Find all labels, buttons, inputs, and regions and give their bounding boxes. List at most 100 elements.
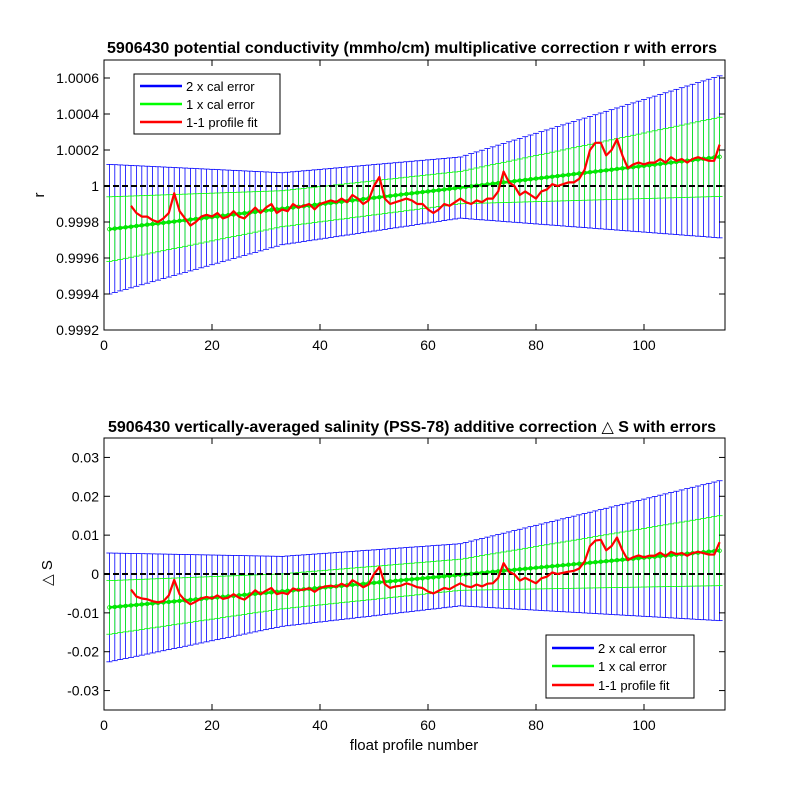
series-line-profile-fit (130, 536, 721, 606)
legend-label-2x-cal-error: 2 x cal error (598, 641, 667, 656)
fit-point (658, 554, 663, 559)
legend-label-profile-fit: 1-1 profile fit (186, 115, 258, 130)
y-tick-label: 1.0004 (56, 106, 99, 122)
fit-point (566, 172, 571, 177)
fit-point (598, 168, 603, 174)
legend: 2 x cal error 1 x cal error 1-1 profile … (545, 634, 695, 699)
fit-point (598, 559, 603, 564)
fit-point (609, 558, 614, 563)
chart-title: 5906430 potential conductivity (mmho/cm)… (107, 40, 717, 57)
fit-point (577, 171, 582, 176)
fit-point (242, 592, 247, 598)
fit-point (614, 558, 620, 563)
fit-point (107, 605, 112, 610)
fit-point (512, 178, 517, 184)
fit-point (571, 562, 576, 567)
y-tick-label: 0.9994 (56, 286, 99, 302)
fit-point (388, 193, 393, 199)
fit-point (593, 560, 598, 565)
fit-point (431, 188, 436, 193)
fit-point (252, 209, 258, 215)
fit-point (269, 207, 274, 213)
fit-point (393, 578, 398, 584)
fit-point (123, 603, 128, 609)
fit-point (161, 220, 166, 225)
fit-point (566, 562, 571, 567)
salinity-correction-panel: 5906430 vertically-averaged salinity (PS… (39, 419, 726, 754)
fit-point (517, 178, 522, 183)
fit-point (550, 564, 555, 569)
fit-point (252, 591, 258, 597)
fit-point (139, 223, 144, 228)
fit-point (717, 548, 722, 553)
y-tick-label: -0.03 (67, 683, 99, 699)
fit-point (134, 602, 139, 608)
y-axis-label: r (31, 193, 48, 198)
fit-point (539, 565, 544, 570)
fit-point (636, 164, 641, 169)
legend-label-1x-cal-error: 1 x cal error (598, 659, 667, 674)
fit-point (436, 187, 441, 193)
fit-point (398, 578, 404, 583)
fit-point (593, 169, 598, 174)
chart-title: 5906430 vertically-averaged salinity (PS… (108, 419, 716, 436)
fit-point (177, 598, 182, 604)
fit-point (112, 226, 117, 231)
fit-point (604, 559, 609, 564)
fit-point (177, 218, 182, 224)
fit-point (123, 225, 128, 230)
fit-point (188, 597, 193, 603)
fit-point (577, 561, 582, 566)
fit-point (404, 191, 409, 197)
fit-point (533, 176, 539, 181)
fit-point (544, 564, 549, 569)
fit-point (377, 580, 382, 585)
fit-point (539, 175, 544, 181)
fit-point (523, 177, 528, 183)
fit-point (388, 579, 393, 584)
x-tick-label: 80 (528, 717, 544, 733)
y-tick-label: -0.01 (67, 605, 99, 621)
x-tick-label: 20 (204, 717, 220, 733)
legend: 2 x cal error 1 x cal error 1-1 profile … (133, 73, 281, 135)
fit-point (117, 604, 123, 609)
fit-point (371, 195, 377, 201)
fit-point (533, 565, 539, 570)
fit-point (555, 563, 560, 568)
fit-point (668, 160, 674, 165)
fit-point (312, 586, 317, 591)
y-tick-label: 1 (91, 178, 99, 194)
fit-point (350, 198, 355, 203)
fit-point (717, 154, 722, 160)
x-tick-label: 40 (312, 717, 328, 733)
legend-label-1x-cal-error: 1 x cal error (186, 97, 255, 112)
axes-box (103, 59, 726, 331)
fit-point (560, 563, 566, 568)
conductivity-correction-panel: 5906430 potential conductivity (mmho/cm)… (31, 40, 726, 353)
fit-point (188, 217, 193, 222)
fit-point (431, 575, 436, 580)
x-tick-label: 100 (632, 337, 656, 353)
fit-point (166, 219, 171, 225)
x-tick-label: 20 (204, 337, 220, 353)
ticks-layer: 0 20 40 60 80 100 0.9992 0.9994 0.9996 0.9998 1 1.0… (56, 60, 725, 353)
fit-point (398, 192, 404, 197)
x-tick-label: 0 (100, 337, 108, 353)
fit-point (528, 177, 533, 182)
plot-layer (104, 75, 725, 295)
fit-point (371, 580, 377, 586)
y-tick-label: 0.9996 (56, 250, 99, 266)
fit-point (571, 171, 576, 177)
fit-point (512, 567, 517, 572)
fit-point (420, 576, 425, 581)
fit-point (587, 170, 593, 175)
fit-point (668, 553, 674, 558)
fit-point (377, 194, 382, 200)
fit-point (620, 557, 625, 562)
fit-point (393, 193, 398, 198)
x-tick-label: 60 (420, 717, 436, 733)
fit-point (128, 603, 134, 608)
fit-point (242, 210, 247, 216)
x-axis-label: float profile number (350, 737, 478, 754)
